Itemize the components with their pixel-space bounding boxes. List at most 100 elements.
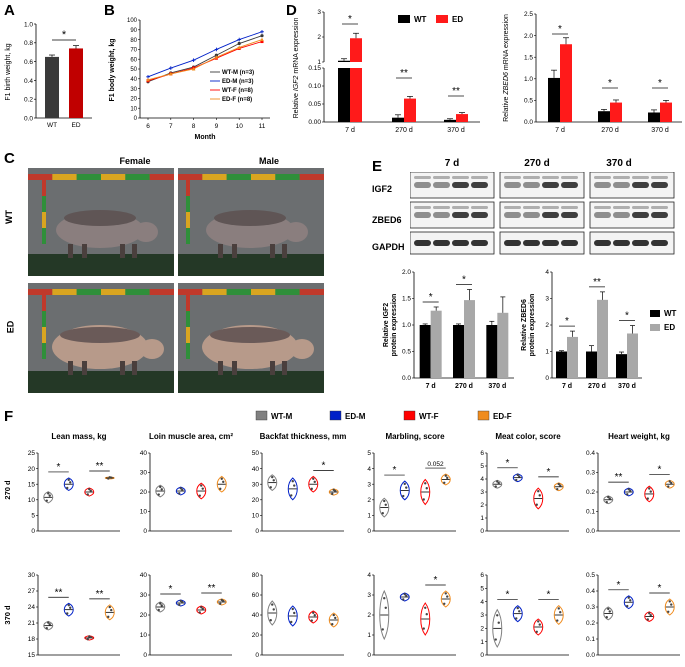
bar-WT-7 d bbox=[556, 351, 567, 378]
ruler-segment bbox=[76, 174, 101, 180]
x-axis-title: Month bbox=[195, 134, 216, 141]
data-point bbox=[607, 607, 610, 611]
data-point bbox=[86, 638, 89, 641]
y-tick-label: 4 bbox=[367, 466, 371, 473]
x-tick-label: 370 d bbox=[447, 127, 465, 134]
sig-star: * bbox=[625, 311, 629, 322]
bar-WT-7 d bbox=[338, 60, 350, 62]
y-tick-label: 0.2 bbox=[24, 97, 33, 104]
y-axis-title: protein expression bbox=[391, 294, 398, 357]
y-tick-label: 25 bbox=[28, 450, 36, 457]
pig-leg bbox=[68, 244, 73, 258]
data-point bbox=[160, 604, 163, 607]
ruler-segment bbox=[251, 174, 276, 180]
panel-e-western-blot: 7 d 270 d 370 d IGF2 ZBED6 GAPDH 0.0 0.5 1… bbox=[372, 158, 685, 403]
data-point bbox=[383, 597, 386, 600]
data-point bbox=[269, 619, 272, 622]
y-axis-title: Relative IGF2 mRNA expression bbox=[293, 18, 300, 119]
y-tick-label: 20 bbox=[252, 632, 260, 639]
sig-star: * bbox=[565, 316, 569, 327]
y-tick-label: 2.0 bbox=[402, 269, 411, 276]
x-tick-label: 7 d bbox=[345, 127, 355, 134]
blot-band bbox=[594, 212, 611, 218]
y-tick-label: 0.0 bbox=[402, 375, 411, 382]
ruler-segment bbox=[186, 295, 190, 311]
y-tick-label: 40 bbox=[130, 77, 137, 83]
blot-band bbox=[471, 212, 488, 218]
sig-label: * bbox=[617, 580, 621, 591]
point bbox=[191, 67, 196, 71]
bar-ED-270 d bbox=[464, 300, 475, 378]
y-axis-title: F1 birth weight, kg bbox=[5, 43, 12, 100]
y-tick-label: 0 bbox=[367, 528, 371, 535]
blot-band bbox=[433, 212, 450, 218]
data-point bbox=[220, 598, 223, 602]
data-point bbox=[537, 620, 540, 623]
data-point bbox=[646, 618, 649, 621]
y-axis-title: Relative IGF2 bbox=[383, 303, 390, 347]
ruler-segment bbox=[178, 174, 203, 180]
ruler-segment bbox=[202, 174, 227, 180]
data-point bbox=[157, 608, 160, 612]
data-point bbox=[384, 606, 387, 609]
ruler-segment bbox=[101, 289, 126, 295]
y-tick-label: 20 bbox=[28, 466, 36, 473]
pig-leg bbox=[270, 244, 275, 258]
y-tick-label: 3 bbox=[367, 481, 371, 488]
pig-head bbox=[284, 222, 308, 242]
pig-leg bbox=[132, 244, 137, 258]
data-point bbox=[538, 494, 541, 497]
data-point bbox=[313, 480, 316, 484]
sig-star: * bbox=[462, 274, 466, 285]
blot-band bbox=[632, 212, 649, 218]
ruler-segment bbox=[125, 289, 150, 295]
y-tick-label: 3 bbox=[480, 489, 484, 496]
data-point bbox=[497, 481, 500, 485]
blot-band bbox=[471, 176, 488, 179]
data-point bbox=[516, 473, 519, 477]
series-line-1 bbox=[147, 31, 263, 78]
ruler-segment bbox=[42, 196, 46, 212]
bar-WT-7 d-lower bbox=[338, 68, 350, 122]
y-tick-label: 0.1 bbox=[586, 636, 595, 643]
legend-label: WT-F (n=8) bbox=[222, 88, 253, 94]
blot-label-gapdh: GAPDH bbox=[372, 242, 405, 252]
bar-WT-270 d bbox=[598, 111, 610, 122]
y-tick-label: 6 bbox=[480, 450, 484, 457]
point bbox=[146, 77, 150, 82]
sig-label: * bbox=[506, 458, 510, 469]
point bbox=[214, 55, 219, 59]
blot-band bbox=[594, 206, 611, 209]
y-tick-label: 60 bbox=[252, 592, 260, 599]
blot-band bbox=[452, 206, 469, 209]
data-point bbox=[86, 493, 89, 496]
data-point bbox=[110, 608, 113, 612]
data-point bbox=[557, 607, 560, 610]
ruler-segment bbox=[202, 289, 227, 295]
data-point bbox=[181, 488, 184, 492]
photo-floor bbox=[178, 371, 324, 393]
blot-band bbox=[561, 176, 578, 179]
y-tick-label: 60 bbox=[130, 57, 137, 63]
legend-label: ED-F bbox=[493, 412, 512, 421]
data-point bbox=[271, 603, 274, 606]
y-tick-label: 3 bbox=[545, 296, 549, 303]
data-point bbox=[667, 485, 670, 488]
data-point bbox=[605, 500, 608, 504]
y-tick-label: 1 bbox=[480, 639, 484, 646]
legend-label-wt: WT bbox=[414, 15, 427, 24]
blot-band bbox=[433, 182, 450, 188]
bar-WT-370 d bbox=[616, 354, 627, 378]
sig-label: * bbox=[547, 467, 551, 478]
data-point bbox=[48, 623, 51, 626]
blot-band bbox=[613, 212, 630, 218]
data-point bbox=[425, 487, 428, 490]
sig-label: * bbox=[506, 590, 510, 601]
pig-back bbox=[64, 210, 136, 226]
y-tick-label: 70 bbox=[130, 48, 137, 54]
sig-star: * bbox=[62, 29, 67, 41]
data-point bbox=[88, 635, 91, 638]
data-point bbox=[556, 487, 559, 491]
point bbox=[237, 37, 241, 42]
data-point bbox=[518, 475, 521, 478]
